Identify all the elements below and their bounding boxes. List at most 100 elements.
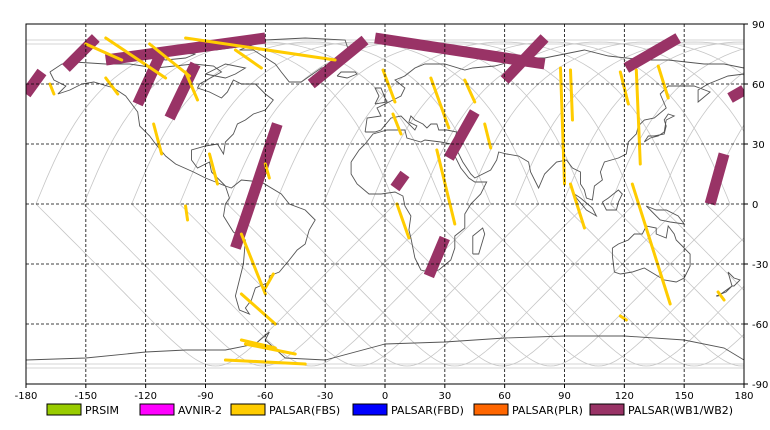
- palsar-fbs-swaths: [48, 36, 726, 366]
- orbit-track: [562, 203, 744, 367]
- legend-label-palsar-wb1-wb2: PALSAR(WB1/WB2): [628, 404, 733, 417]
- coastline: [472, 227, 486, 255]
- fbs-swath: [148, 42, 192, 78]
- coastline: [205, 63, 247, 79]
- orbit-track: [322, 41, 683, 205]
- wb-swath: [704, 152, 730, 206]
- wb-swath: [26, 68, 47, 98]
- fbs-swath: [568, 68, 574, 122]
- fbs-swath: [207, 152, 219, 186]
- y-tick-label: 90: [752, 20, 765, 31]
- orbit-track: [514, 41, 744, 205]
- x-tick-label: 150: [675, 391, 694, 402]
- legend-label-palsar-plr: PALSAR(PLR): [512, 404, 583, 417]
- x-tick-label: -180: [15, 391, 38, 402]
- x-tick-label: 90: [558, 391, 571, 402]
- legend: PRSIM AVNIR-2 PALSAR(FBS) PALSAR(FBD) PALSAR…: [46, 403, 733, 417]
- y-tick-label: 60: [752, 80, 765, 91]
- fbs-swath: [656, 64, 670, 100]
- fbs-swath: [618, 314, 628, 322]
- fbs-swath: [263, 272, 275, 290]
- coastline: [601, 189, 623, 211]
- fbs-swath: [48, 82, 56, 96]
- x-tick-label: -150: [74, 391, 97, 402]
- wb-swath: [623, 33, 681, 73]
- x-tick-label: 30: [438, 391, 451, 402]
- wb-swath: [423, 235, 450, 279]
- coastline: [611, 224, 691, 283]
- x-tick-label: 120: [615, 391, 634, 402]
- orbit-track: [131, 41, 492, 205]
- orbit-track: [131, 203, 491, 367]
- orbit-track: [35, 203, 396, 367]
- fbs-swath: [84, 42, 124, 62]
- legend-swatch-prsim: [46, 403, 82, 416]
- fbs-swath: [618, 70, 630, 106]
- orbit-track: [179, 203, 539, 367]
- fbs-swath: [152, 122, 164, 156]
- fbs-swath: [104, 36, 168, 80]
- legend-label-palsar-fbs: PALSAR(FBS): [269, 404, 340, 417]
- wb-swath: [374, 32, 546, 70]
- coastline: [336, 71, 358, 79]
- y-tick-label: 30: [752, 140, 765, 151]
- orbit-track: [562, 41, 744, 205]
- fbs-swath: [184, 204, 190, 222]
- orbit-track: [322, 203, 683, 367]
- fbs-swath: [184, 70, 200, 102]
- axis-ticks: -180 -150 -120 -90 -60 -30 0 30 60 90 120 150 180 90 6…: [15, 20, 769, 402]
- coastline: [574, 193, 598, 218]
- orbit-track: [657, 203, 744, 291]
- legend-label-palsar-fbd: PALSAR(FBD): [391, 404, 464, 417]
- fbs-swath: [568, 182, 586, 230]
- orbit-track: [466, 41, 744, 205]
- orbit-track: [466, 203, 744, 367]
- x-tick-label: 180: [734, 391, 753, 402]
- coastline: [643, 113, 676, 143]
- orbit-track: [657, 71, 744, 205]
- fbs-swath: [243, 342, 297, 356]
- orbit-track: [275, 203, 635, 367]
- fbs-swath: [233, 48, 263, 70]
- graticule-grid: [26, 24, 744, 384]
- coastline: [350, 129, 488, 273]
- fbs-swath: [239, 292, 277, 326]
- x-tick-label: 0: [382, 391, 388, 402]
- orbit-track: [370, 203, 731, 367]
- fbs-swath: [435, 148, 457, 226]
- coastline: [374, 87, 388, 105]
- wb-swath: [61, 34, 100, 72]
- coastline: [239, 37, 350, 83]
- y-tick-label: -60: [752, 320, 768, 331]
- fbs-swath: [559, 66, 566, 186]
- wb-swath: [390, 170, 410, 192]
- coastline: [715, 285, 733, 297]
- fbs-swath: [634, 68, 642, 166]
- x-tick-label: -90: [197, 391, 213, 402]
- coastline: [26, 331, 744, 361]
- y-tick-label: -90: [752, 380, 768, 391]
- legend-swatch-palsar-plr: [473, 403, 509, 416]
- y-tick-label: -30: [752, 260, 768, 271]
- fbs-swath: [104, 76, 120, 96]
- orbit-track: [514, 203, 744, 367]
- x-tick-label: -60: [257, 391, 273, 402]
- legend-swatch-palsar-fbd: [352, 403, 388, 416]
- y-tick-label: 0: [752, 200, 758, 211]
- coastline: [727, 271, 741, 287]
- wb-swath: [132, 49, 167, 107]
- x-tick-label: -120: [134, 391, 157, 402]
- fbs-swath: [429, 76, 451, 130]
- legend-swatch-avnir-2: [139, 403, 175, 416]
- orbit-track: [610, 48, 744, 205]
- x-tick-label: -30: [317, 391, 333, 402]
- orbit-track: [418, 203, 744, 367]
- fbs-swath: [239, 338, 277, 350]
- wb-swath: [164, 61, 201, 121]
- wb-swath: [444, 109, 480, 161]
- orbit-track: [610, 203, 744, 339]
- orbit-track: [418, 41, 744, 205]
- orbit-track: [227, 203, 587, 367]
- fbs-swath: [483, 122, 493, 150]
